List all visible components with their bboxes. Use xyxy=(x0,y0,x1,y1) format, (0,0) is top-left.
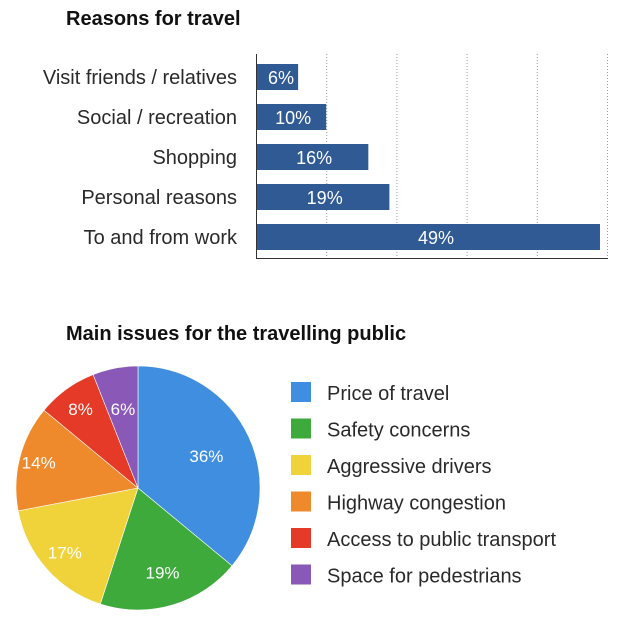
pie-legend: Price of travel Safety concerns Aggressive… xyxy=(291,382,556,588)
legend-swatch xyxy=(291,418,311,439)
legend-swatch xyxy=(291,564,311,585)
bar-4 xyxy=(257,224,600,250)
pie-value-label: 8% xyxy=(68,400,93,419)
bar-category-label: To and from work xyxy=(84,227,238,249)
pie-slice-0 xyxy=(137,365,261,567)
bar-chart-title: Reasons for travel xyxy=(66,8,241,30)
legend-entry-label: Price of travel xyxy=(327,383,449,405)
pie-chart-title: Main issues for the travelling public xyxy=(66,323,407,345)
bar-3 xyxy=(257,184,390,210)
bar-chart: Visit friends / relatives 6% Social / recr… xyxy=(43,54,608,259)
bar-value-label: 6% xyxy=(268,68,294,88)
bar-2 xyxy=(257,144,369,170)
pie-value-label: 6% xyxy=(111,400,136,419)
bar-category-label: Personal reasons xyxy=(81,187,237,209)
pie-slice-1 xyxy=(99,487,233,611)
legend-entry-label: Safety concerns xyxy=(327,420,470,442)
pie-value-label: 17% xyxy=(48,544,82,563)
pie-slice-5 xyxy=(92,365,139,489)
bar-category-label: Visit friends / relatives xyxy=(43,67,237,89)
pie-slice-3 xyxy=(15,409,139,512)
pie-value-label: 36% xyxy=(189,447,223,466)
bar-category-label: Social / recreation xyxy=(77,107,237,129)
legend-swatch xyxy=(291,382,311,402)
bar-1 xyxy=(257,104,327,130)
legend-swatch xyxy=(291,491,311,512)
legend-entry-label: Aggressive drivers xyxy=(327,456,492,478)
pie-slice-2 xyxy=(17,487,139,605)
bar-value-label: 49% xyxy=(418,228,454,248)
bar-value-label: 16% xyxy=(296,148,332,168)
legend-swatch xyxy=(291,455,311,475)
pie-value-label: 14% xyxy=(22,454,56,473)
pie-chart: 36% 19% 17% 14% 8% 6% xyxy=(15,365,261,611)
bar-value-label: 19% xyxy=(307,188,343,208)
pie-value-label: 19% xyxy=(145,563,179,582)
bar-0 xyxy=(257,64,299,90)
legend-swatch xyxy=(291,528,311,548)
bar-value-label: 10% xyxy=(275,108,311,128)
legend-entry-label: Access to public transport xyxy=(327,529,556,551)
bar-category-label: Shopping xyxy=(152,147,237,169)
legend-entry-label: Highway congestion xyxy=(327,493,506,515)
legend-entry-label: Space for pedestrians xyxy=(327,566,522,588)
